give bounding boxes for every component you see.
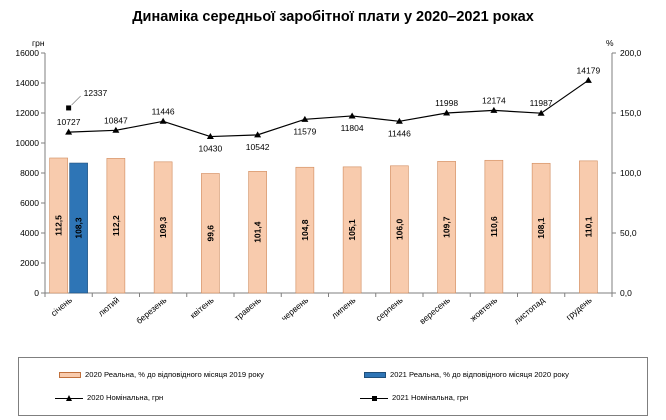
legend-item-2021-nominal: 2021 Номінальна, грн (360, 393, 468, 402)
right-tick-label: 200,0 (620, 48, 642, 58)
bar-2020-real (295, 166, 315, 294)
bar-2020-real (201, 173, 220, 294)
line-2020-nominal (68, 79, 589, 138)
bar-2020-real-label: 101,4 (253, 221, 263, 243)
label-2020-nominal: 11579 (293, 126, 316, 136)
bar-2020-real-label: 110,1 (583, 216, 593, 237)
legend-label-2020-nominal: 2020 Номінальна, грн (87, 393, 164, 402)
bar-2020-real (484, 159, 504, 294)
x-tick-label: липень (329, 295, 357, 321)
legend-label-2021-nominal: 2021 Номінальна, грн (392, 393, 469, 402)
point-2020-nominal (159, 117, 167, 124)
left-tick-label: 4000 (20, 228, 39, 238)
point-2020-nominal (348, 112, 356, 119)
bar-2020-real-label: 108,1 (536, 217, 546, 239)
right-tick-label: 0,0 (620, 288, 632, 298)
legend-swatch-2021-real (364, 371, 386, 378)
right-tick-label: 150,0 (620, 108, 642, 118)
bar-2020-real-label: 105,1 (347, 219, 357, 241)
point-2020-nominal (443, 109, 451, 116)
label-2020-nominal: 11804 (341, 123, 364, 133)
legend-item-2020-nominal: 2020 Номінальна, грн (55, 393, 163, 402)
right-axis-unit: % (606, 38, 614, 48)
bar-2020-real (390, 165, 409, 294)
bar-2020-real-label: 109,3 (158, 217, 168, 239)
label-2020-nominal: 11446 (152, 106, 175, 116)
legend: 2020 Реальна, % до відповідного місяця 2… (18, 357, 648, 416)
chart-title: Динаміка середньої заробітної плати у 20… (132, 9, 534, 25)
x-tick-label: листопад (512, 295, 547, 326)
x-tick-label: березень (134, 295, 169, 326)
x-tick-label: травень (232, 295, 263, 323)
x-tick-label: грудень (564, 295, 594, 323)
x-tick-label: січень (49, 295, 75, 319)
left-tick-label: 6000 (20, 198, 39, 208)
legend-label-2021-real: 2021 Реальна, % до відповідного місяця 2… (390, 370, 569, 379)
point-2020-nominal (395, 117, 403, 124)
bar-2020-real-label: 99,6 (205, 225, 215, 242)
point-2020-nominal (206, 133, 214, 140)
label-2020-nominal: 11998 (435, 98, 458, 108)
left-tick-label: 12000 (15, 108, 39, 118)
point-2021-nominal (66, 105, 72, 111)
left-tick-label: 0 (34, 288, 39, 298)
left-tick-label: 14000 (15, 78, 39, 88)
bar-2021-real (69, 162, 88, 294)
label-2020-nominal: 10430 (199, 144, 223, 154)
label-2020-nominal: 12174 (482, 95, 506, 105)
bar-2020-real (248, 171, 267, 294)
bar-2020-real (106, 158, 126, 294)
bar-2020-real (153, 161, 173, 294)
bar-2020-real (342, 166, 362, 294)
legend-swatch-2020-real (59, 371, 81, 378)
point-2020-nominal (254, 131, 262, 138)
point-2020-nominal (584, 76, 592, 83)
point-2020-nominal (65, 128, 73, 135)
label-2020-nominal: 10727 (57, 117, 81, 127)
point-2020-nominal (301, 115, 309, 122)
left-tick-label: 8000 (20, 168, 39, 178)
left-tick-label: 2000 (20, 258, 39, 268)
legend-label-2020-real: 2020 Реальна, % до відповідного місяця 2… (85, 370, 264, 379)
bar-2020-real (49, 157, 68, 294)
x-tick-label: квітень (188, 295, 216, 321)
legend-swatch-2021-nominal (360, 394, 388, 402)
label-2020-nominal: 14179 (577, 65, 601, 75)
bar-2020-real-label: 110,6 (489, 216, 499, 237)
label-2020-nominal: 10542 (246, 142, 270, 152)
label-2020-nominal: 11987 (530, 98, 553, 108)
bar-2020-real-label: 112,2 (111, 215, 121, 236)
point-2020-nominal (490, 106, 498, 113)
x-tick-label: жовтень (468, 295, 500, 324)
label-2020-nominal: 10847 (104, 115, 128, 125)
bar-2020-real (579, 160, 598, 294)
x-tick-label: лютий (96, 295, 121, 319)
bar-2021-real-label: 108,3 (74, 217, 84, 239)
right-tick-label: 100,0 (620, 168, 642, 178)
bar-2020-real-label: 106,0 (394, 218, 404, 240)
label-2021-nominal: 12337 (84, 88, 108, 98)
point-2020-nominal (537, 109, 545, 116)
label-2020-nominal: 11446 (388, 128, 411, 138)
left-tick-label: 10000 (15, 138, 39, 148)
x-tick-label: червень (279, 295, 310, 324)
x-tick-label: вересень (417, 295, 452, 327)
bar-2020-real-label: 104,8 (300, 219, 310, 241)
point-2020-nominal (112, 126, 120, 133)
right-tick-label: 50,0 (620, 228, 637, 238)
left-axis-unit: грн (32, 38, 45, 48)
legend-item-2021-real: 2021 Реальна, % до відповідного місяця 2… (364, 370, 569, 379)
left-tick-label: 16000 (15, 48, 39, 58)
bar-2020-real (437, 161, 456, 294)
plot-area: 0 2000 4000 6000 8000 10000 12000 14000 16000 0,0… (15, 38, 642, 327)
bar-2020-real (531, 162, 551, 294)
legend-swatch-2020-nominal (55, 394, 83, 402)
bar-2020-real-label: 109,7 (442, 216, 452, 238)
bar-2020-real-label: 112,5 (54, 215, 64, 236)
legend-item-2020-real: 2020 Реальна, % до відповідного місяця 2… (59, 370, 264, 379)
x-tick-label: серпень (374, 295, 405, 324)
leader-2021-nominal (71, 95, 81, 106)
